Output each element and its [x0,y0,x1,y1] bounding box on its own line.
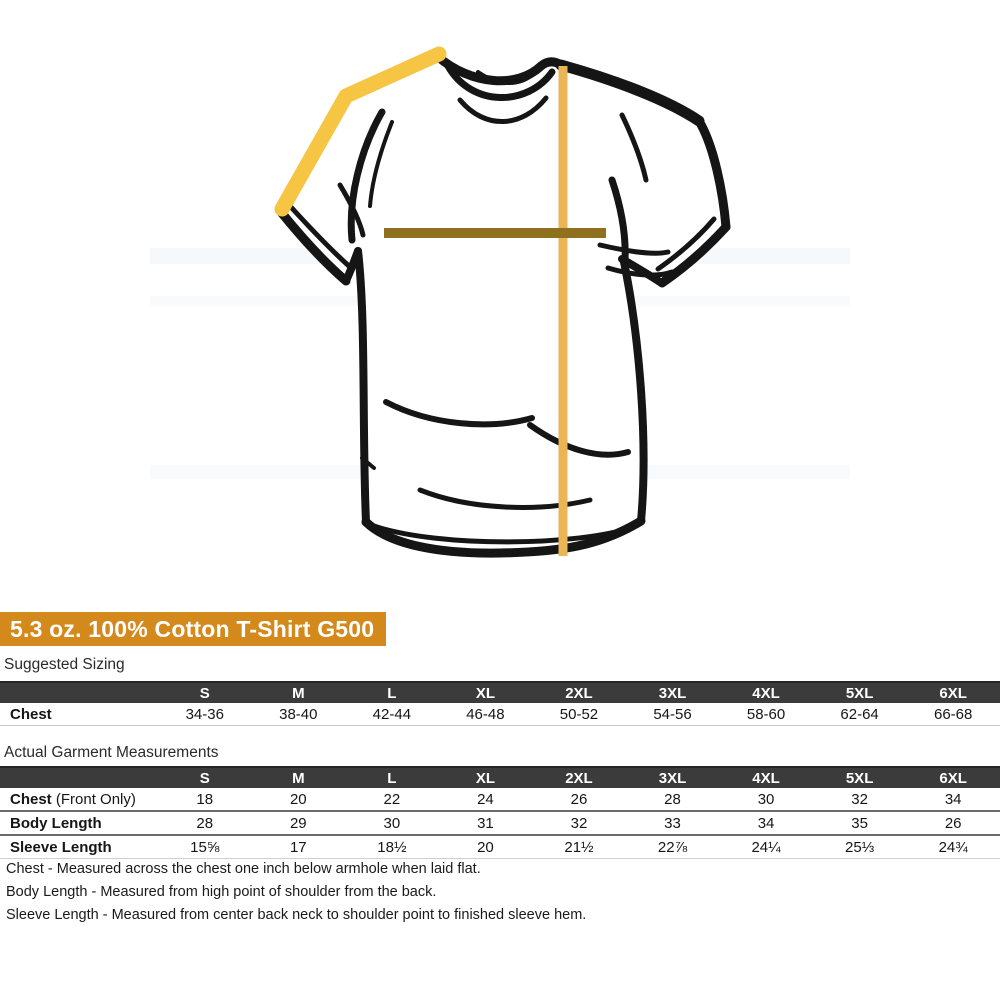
measurement-value: 54-56 [653,705,692,723]
tshirt-illustration [274,46,731,558]
measurement-value: 33 [664,814,681,832]
size-column-header: 5XL [812,766,907,788]
measurement-value: 32 [570,814,588,832]
measurement-value: 20 [477,838,494,856]
size-column-header: S [158,681,252,703]
measurement-value: 34 [944,790,962,808]
note-chest: Chest - Measured across the chest one in… [6,861,481,877]
size-column-header: 6XL [906,766,1000,788]
suggested-sizing-label: Suggested Sizing [4,656,125,673]
measurement-value: 38-40 [279,705,318,723]
measurement-value: 50-52 [559,705,599,723]
size-column-header: 6XL [906,681,1000,703]
note-body-length: Body Length - Measured from high point o… [6,884,437,900]
measurement-value: 31 [477,814,494,832]
measurement-value: 42-44 [372,705,412,723]
size-column-header: M [251,766,346,788]
measurement-value: 35 [851,814,868,832]
measurement-row: Chest 34-36 38-40 42-44 46-48 50-52 54-56 58-60… [0,703,1000,726]
measurement-value: 29 [289,814,307,832]
size-header-row: S M L XL 2XL 3XL 4XL 5XL 6XL [0,681,1000,703]
note-sleeve-length: Sleeve Length - Measured from center bac… [6,907,587,923]
measurement-value: 34 [757,814,775,832]
size-column-header: 2XL [532,766,626,788]
sleeve-length-measure-line [274,46,447,217]
measurement-value: 15⅝ [190,838,220,856]
measurement-value: 18 [196,790,214,808]
measurement-row: Body Length 28 29 30 31 32 33 34 35 26 [0,811,1000,835]
measurement-value: 26 [570,790,588,808]
measurement-value: 22⅞ [657,838,688,856]
measurement-value: 21½ [564,838,594,856]
tshirt-outline [276,51,731,558]
size-column-header: S [158,766,252,788]
measurement-value: 30 [383,814,401,832]
measurement-row: Sleeve Length 15⅝ 17 18½ 20 21½ 22⅞ 24¼ 25⅓ 24¾ [0,835,1000,859]
suggested-sizing-table: S M L XL 2XL 3XL 4XL 5XL 6XL Chest 34-36 38-40 42-44… [0,681,1000,726]
size-column-header: L [345,766,439,788]
size-column-header [0,766,158,788]
size-column-header: 4XL [719,681,813,703]
measurement-value: 17 [289,838,307,856]
measurement-value: 28 [196,814,214,832]
measurement-row-label: Chest (Front Only) [10,790,136,808]
measurement-notes: Chest - Measured across the chest one in… [6,858,586,927]
size-column-header: L [345,681,439,703]
measurement-value: 26 [944,814,962,832]
measurement-value: 62-64 [840,705,879,723]
measurement-value: 24¾ [938,838,968,856]
size-header-row: S M L XL 2XL 3XL 4XL 5XL 6XL [0,766,1000,788]
product-title: 5.3 oz. 100% Cotton T-Shirt G500 [10,616,375,642]
measurement-value: 24¼ [751,838,781,856]
measurement-value: 28 [664,790,681,808]
measurement-value: 22 [383,790,401,808]
garment-measurements-table: S M L XL 2XL 3XL 4XL 5XL 6XL Chest (Front Only) 18… [0,766,1000,859]
measurement-value: 32 [851,790,868,808]
measurement-row: Chest (Front Only) 18 20 22 24 26 28 30 32 34 [0,788,1000,811]
size-column-header [0,681,158,703]
size-column-header: XL [438,681,533,703]
size-column-header: 3XL [625,681,720,703]
size-column-header: 4XL [719,766,813,788]
measurement-row-label: Chest [10,705,52,723]
measurement-value: 18½ [377,838,407,856]
measurement-value: 34-36 [185,705,224,723]
measurement-value: 46-48 [466,705,505,723]
measurement-value: 66-68 [934,705,973,723]
measurement-value: 24 [477,790,494,808]
measurement-value: 58-60 [746,705,786,723]
measurement-row-label: Sleeve Length [10,838,112,856]
tshirt-diagram-svg [274,46,731,558]
measurement-value: 25⅓ [845,838,875,856]
size-column-header: M [251,681,346,703]
measurement-row-label: Body Length [10,814,102,832]
actual-measurements-label: Actual Garment Measurements [4,744,219,761]
size-column-header: XL [438,766,533,788]
size-column-header: 2XL [532,681,626,703]
measurement-value: 30 [757,790,775,808]
size-column-header: 5XL [812,681,907,703]
measurement-value: 20 [289,790,307,808]
product-title-banner: 5.3 oz. 100% Cotton T-Shirt G500 [0,612,387,646]
size-column-header: 3XL [625,766,720,788]
